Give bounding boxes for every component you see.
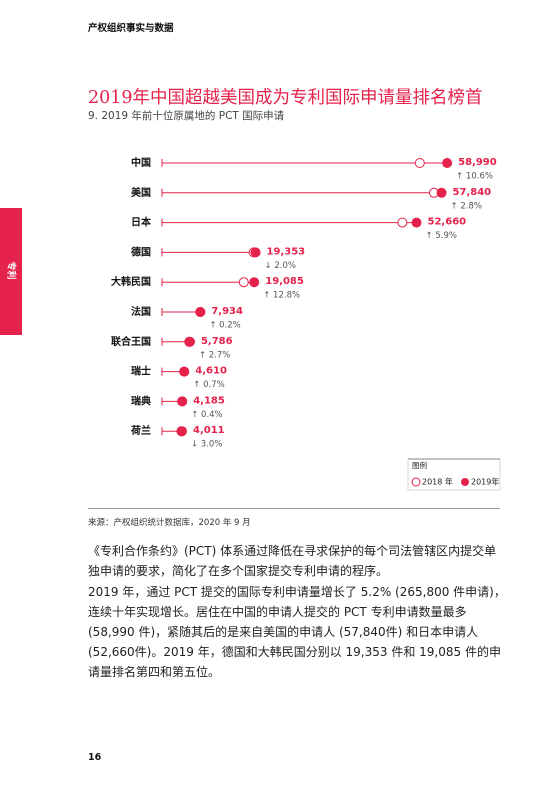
- value-label: 52,660: [428, 217, 467, 228]
- category-label: 中国: [131, 156, 151, 169]
- value-label: 58,990: [458, 157, 497, 168]
- change-label: ↑ 0.7%: [193, 380, 224, 390]
- dot-2019: [249, 277, 260, 288]
- dot-2019: [436, 187, 447, 198]
- value-label: 4,185: [193, 395, 225, 406]
- value-label: 19,085: [265, 276, 304, 287]
- rule: [88, 508, 500, 509]
- chart-subtitle: 9. 2019 年前十位原属地的 PCT 国际申请: [88, 110, 285, 122]
- section-header: 产权组织事实与数据: [88, 23, 174, 34]
- dot-2019: [411, 217, 422, 228]
- category-label: 法国: [131, 305, 151, 318]
- paragraph: 2019 年，通过 PCT 提交的国际专利申请量增长了 5.2% (265,80…: [88, 585, 506, 679]
- category-label: 美国: [131, 186, 151, 199]
- dot-2018: [397, 217, 408, 228]
- change-label: ↑ 0.4%: [191, 410, 222, 420]
- category-label: 荷兰: [130, 424, 151, 437]
- legend-entry: 2018 年: [422, 477, 453, 487]
- dot-2019: [176, 426, 187, 437]
- dot-2019: [442, 158, 453, 168]
- source: 来源：产权组织统计数据库，2020 年 9 月: [88, 518, 251, 528]
- change-label: ↑ 2.8%: [451, 201, 482, 211]
- dot-2019: [195, 307, 206, 317]
- legend-box: [407, 458, 501, 491]
- legend-title: 图例: [412, 460, 427, 470]
- value-label: 57,840: [453, 187, 492, 198]
- paragraph: 《专利合作条约》(PCT) 体系通过降低在寻求保护的每个司法管辖区内提交单独申请…: [88, 544, 497, 578]
- change-label: ↑ 2.7%: [199, 350, 230, 360]
- value-label: 5,786: [201, 336, 233, 347]
- chart-title: 2019年中国超越美国成为专利国际申请量排名榜首: [88, 88, 483, 108]
- legend-swatch: [461, 478, 469, 486]
- dot-2019: [250, 247, 261, 258]
- change-label: ↑ 10.6%: [456, 172, 493, 182]
- change-label: ↓ 3.0%: [191, 440, 222, 450]
- value-label: 4,610: [195, 366, 227, 377]
- change-label: ↓ 2.0%: [265, 261, 296, 271]
- change-label: ↑ 12.8%: [263, 291, 300, 301]
- dot-2018: [414, 158, 425, 168]
- legend-entry: 2019年: [471, 477, 499, 487]
- value-label: 7,934: [211, 306, 243, 317]
- category-label: 瑞典: [131, 394, 151, 407]
- page-number: 16: [88, 752, 102, 763]
- dot-2019: [184, 336, 195, 347]
- side-tab: 专利: [0, 208, 22, 335]
- legend-swatch: [411, 477, 421, 487]
- category-label: 日本: [131, 216, 152, 229]
- change-label: ↑ 5.9%: [426, 231, 457, 241]
- dot-2018: [238, 277, 249, 288]
- category-label: 联合王国: [111, 335, 151, 348]
- value-label: 4,011: [193, 425, 225, 436]
- change-label: ↑ 0.2%: [209, 321, 240, 331]
- dot-2019: [177, 396, 188, 407]
- category-label: 德国: [130, 245, 151, 258]
- dot-2019: [179, 366, 190, 377]
- category-label: 大韩民国: [111, 275, 151, 288]
- category-label: 瑞士: [131, 365, 151, 378]
- value-label: 19,353: [267, 246, 306, 257]
